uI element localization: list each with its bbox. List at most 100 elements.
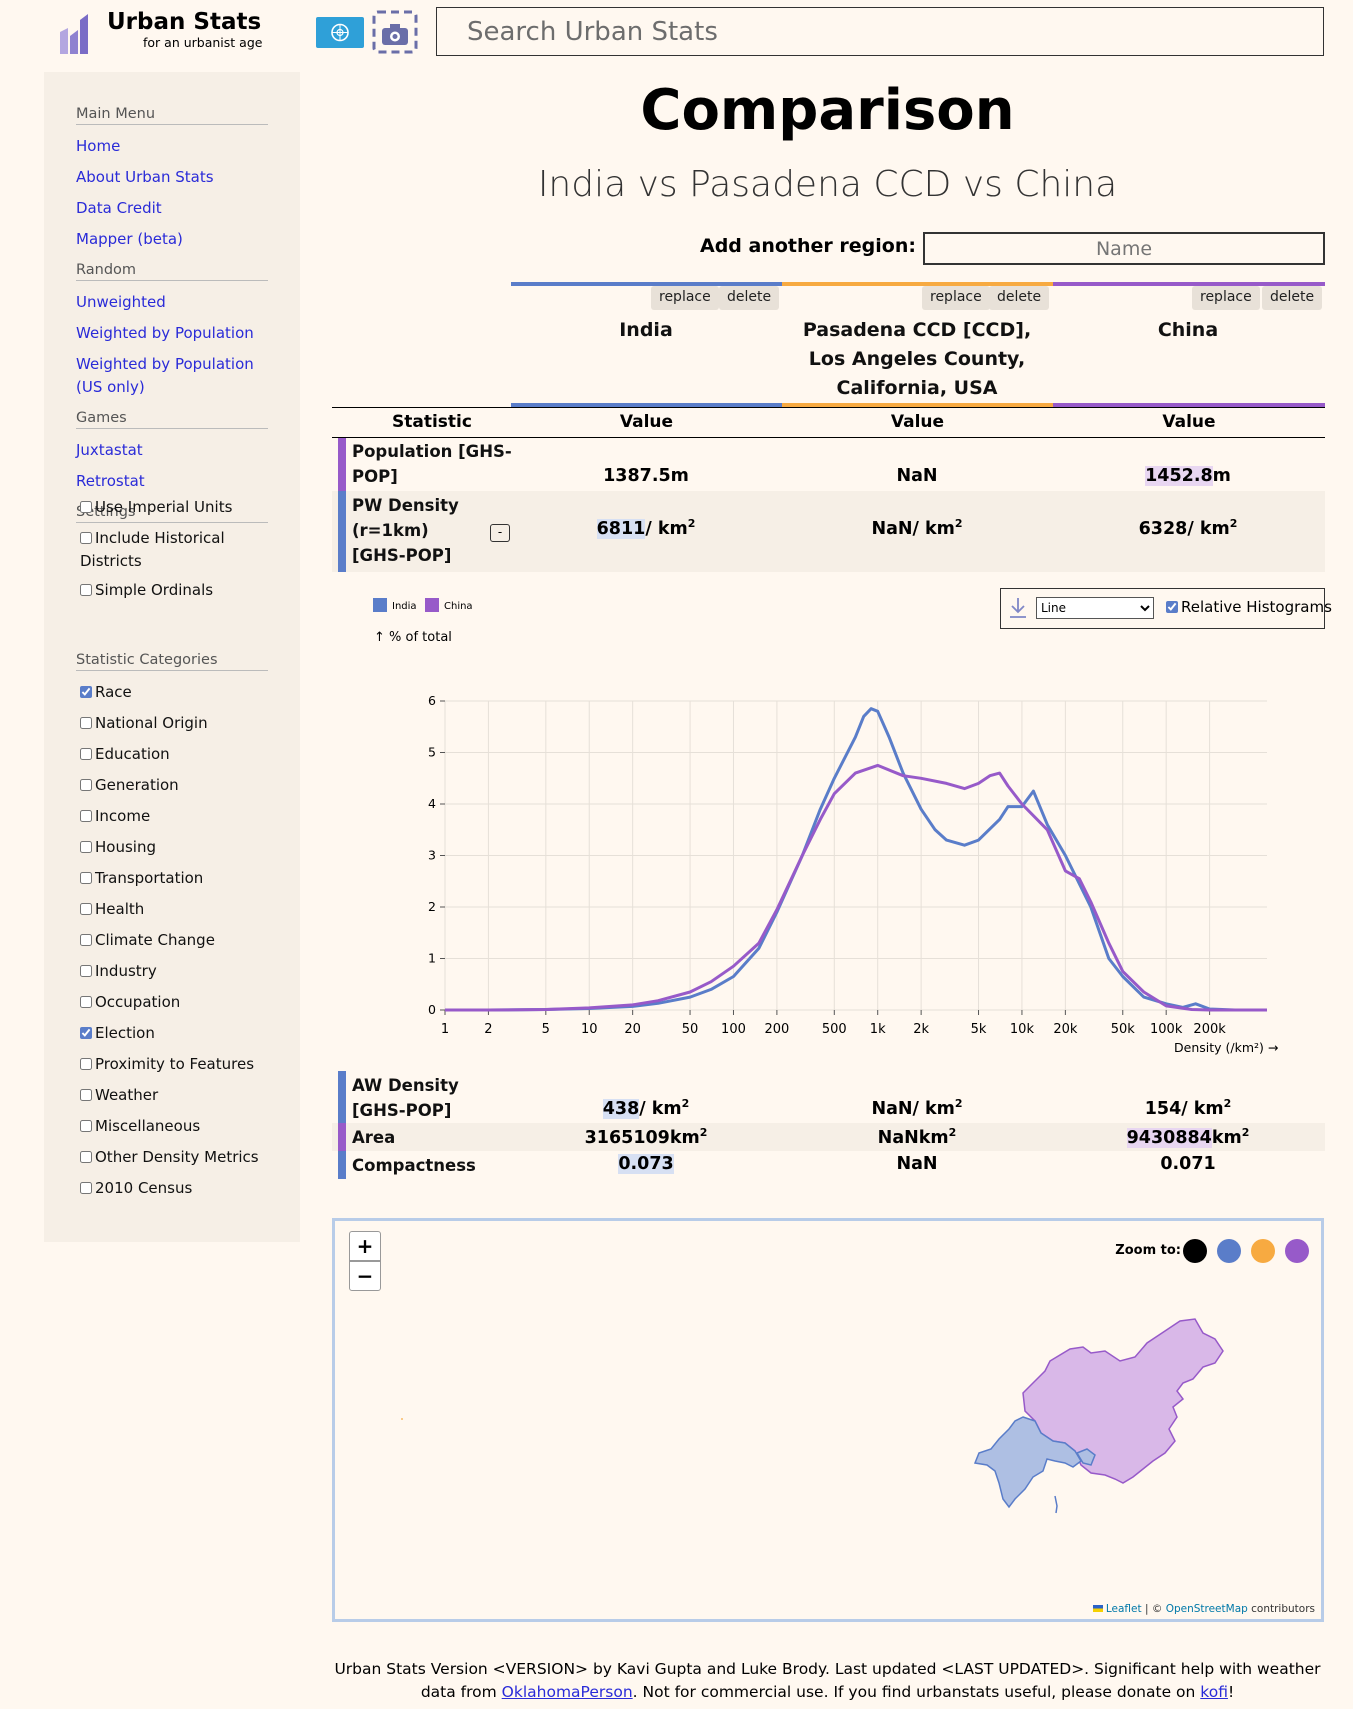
universe-flag-button[interactable] <box>316 17 364 48</box>
setting-use-imperial-units[interactable]: Use Imperial Units <box>80 496 280 519</box>
checkbox[interactable] <box>80 584 92 596</box>
category-generation[interactable]: Generation <box>80 774 280 797</box>
category-health[interactable]: Health <box>80 898 280 921</box>
zoom-in-button[interactable]: + <box>349 1231 381 1261</box>
sidebar-link-home[interactable]: Home <box>76 137 121 155</box>
category-race[interactable]: Race <box>80 681 280 704</box>
collapse-histogram-button[interactable]: - <box>490 524 510 542</box>
checkbox[interactable] <box>80 501 92 513</box>
checkbox[interactable] <box>80 810 92 822</box>
sidebar-link-data-credit[interactable]: Data Credit <box>76 199 162 217</box>
category-miscellaneous[interactable]: Miscellaneous <box>80 1115 280 1138</box>
checkbox[interactable] <box>80 1027 92 1039</box>
sidebar-link-retrostat[interactable]: Retrostat <box>76 472 145 490</box>
region-name-china[interactable]: China <box>1157 319 1219 341</box>
footer-link-oklahomaperson[interactable]: OklahomaPerson <box>501 1683 633 1701</box>
attribution-tail: contributors <box>1247 1603 1315 1615</box>
sidebar-link-unweighted[interactable]: Unweighted <box>76 293 166 311</box>
category-election[interactable]: Election <box>80 1022 280 1045</box>
region-name-pasadena[interactable]: Pasadena CCD [CCD], Los Angeles County, … <box>802 319 1032 399</box>
sidebar-link-weighted-pop[interactable]: Weighted by Population <box>76 324 254 342</box>
checkbox[interactable] <box>80 779 92 791</box>
setting-simple-ordinals[interactable]: Simple Ordinals <box>80 579 280 602</box>
india-delete-button[interactable]: delete <box>719 286 780 310</box>
table-top-line <box>332 407 1325 408</box>
andaman-region-shape <box>1054 1495 1058 1514</box>
logo-title[interactable]: Urban Stats <box>107 9 262 35</box>
category-occupation[interactable]: Occupation <box>80 991 280 1014</box>
sidebar-link-weighted-pop-us[interactable]: Weighted by Population (US only) <box>76 355 254 396</box>
india-replace-button[interactable]: replace <box>651 286 719 310</box>
urban-stats-logo-icon[interactable] <box>60 12 90 54</box>
ukraine-flag-icon <box>1092 1605 1103 1612</box>
relative-histograms-toggle[interactable]: Relative Histograms <box>1166 598 1332 616</box>
checkbox[interactable] <box>80 1182 92 1194</box>
category-other-density-metrics[interactable]: Other Density Metrics <box>80 1146 280 1169</box>
region-name-india[interactable]: India <box>619 319 673 341</box>
pasadena-delete-button[interactable]: delete <box>989 286 1050 310</box>
sidebar-link-about[interactable]: About Urban Stats <box>76 168 214 186</box>
category-weather[interactable]: Weather <box>80 1084 280 1107</box>
footer-text-1: Urban Stats Version <VERSION> by Kavi Gu… <box>334 1660 1321 1701</box>
checkbox[interactable] <box>80 532 92 544</box>
checkbox[interactable] <box>80 686 92 698</box>
checkbox[interactable] <box>80 903 92 915</box>
checkbox-label: Education <box>95 745 170 763</box>
china-replace-button[interactable]: replace <box>1192 286 1260 310</box>
checkbox[interactable] <box>80 996 92 1008</box>
checkbox[interactable] <box>80 1089 92 1101</box>
category-national-origin[interactable]: National Origin <box>80 712 280 735</box>
checkbox[interactable] <box>80 1120 92 1132</box>
stat-name-aw-density[interactable]: AW Density [GHS-POP] <box>352 1076 459 1120</box>
checkbox[interactable] <box>80 1058 92 1070</box>
pasadena-replace-button[interactable]: replace <box>922 286 990 310</box>
x-tick-label: 2k <box>913 1022 929 1037</box>
screenshot-button[interactable] <box>372 10 418 54</box>
checkbox-label: National Origin <box>95 714 208 732</box>
leaflet-link[interactable]: Leaflet <box>1105 1603 1142 1615</box>
checkbox[interactable] <box>80 841 92 853</box>
zoom-to-china-button[interactable] <box>1285 1239 1309 1263</box>
category-climate-change[interactable]: Climate Change <box>80 929 280 952</box>
x-tick-label: 200k <box>1193 1022 1226 1037</box>
category-2010-census[interactable]: 2010 Census <box>80 1177 280 1200</box>
india-region-shape <box>973 1416 1082 1509</box>
osm-link[interactable]: OpenStreetMap <box>1165 1603 1248 1615</box>
download-icon[interactable] <box>1008 596 1028 620</box>
category-proximity-to-features[interactable]: Proximity to Features <box>80 1053 280 1076</box>
checkbox[interactable] <box>80 748 92 760</box>
category-housing[interactable]: Housing <box>80 836 280 859</box>
value-area-china: 9430884km2 <box>1126 1126 1250 1148</box>
stat-name-pw-density[interactable]: PW Density (r=1km) [GHS-POP] <box>352 496 459 565</box>
col-header-value-china: Value <box>1162 412 1216 432</box>
checkbox[interactable] <box>80 934 92 946</box>
checkbox[interactable] <box>80 717 92 729</box>
relative-histograms-checkbox[interactable] <box>1166 601 1178 613</box>
china-delete-button[interactable]: delete <box>1262 286 1323 310</box>
zoom-to-all-button[interactable] <box>1183 1239 1207 1263</box>
histogram-type-select[interactable]: Line <box>1036 597 1154 619</box>
sidebar-link-mapper[interactable]: Mapper (beta) <box>76 230 183 248</box>
region-map[interactable]: + − Zoom to: Leaflet | © OpenStreetMap c… <box>332 1218 1324 1622</box>
category-education[interactable]: Education <box>80 743 280 766</box>
add-region-input[interactable] <box>923 232 1325 265</box>
sidebar-link-juxtastat[interactable]: Juxtastat <box>76 441 143 459</box>
zoom-to-pasadena-button[interactable] <box>1251 1239 1275 1263</box>
stat-name-population[interactable]: Population [GHS-POP] <box>352 442 512 486</box>
category-transportation[interactable]: Transportation <box>80 867 280 890</box>
footer-link-kofi[interactable]: kofi <box>1200 1683 1228 1701</box>
setting-include-historical-districts[interactable]: Include Historical Districts <box>80 527 280 573</box>
stat-name-area[interactable]: Area <box>352 1128 396 1147</box>
zoom-out-button[interactable]: − <box>349 1261 381 1291</box>
row-color-bar <box>338 438 346 491</box>
checkbox[interactable] <box>80 1151 92 1163</box>
category-income[interactable]: Income <box>80 805 280 828</box>
category-industry[interactable]: Industry <box>80 960 280 983</box>
checkbox[interactable] <box>80 872 92 884</box>
search-input[interactable] <box>436 7 1324 56</box>
checkbox-label: Health <box>95 900 145 918</box>
checkbox-label: Race <box>95 683 132 701</box>
zoom-to-india-button[interactable] <box>1217 1239 1241 1263</box>
checkbox[interactable] <box>80 965 92 977</box>
stat-name-compactness[interactable]: Compactness <box>352 1156 476 1175</box>
